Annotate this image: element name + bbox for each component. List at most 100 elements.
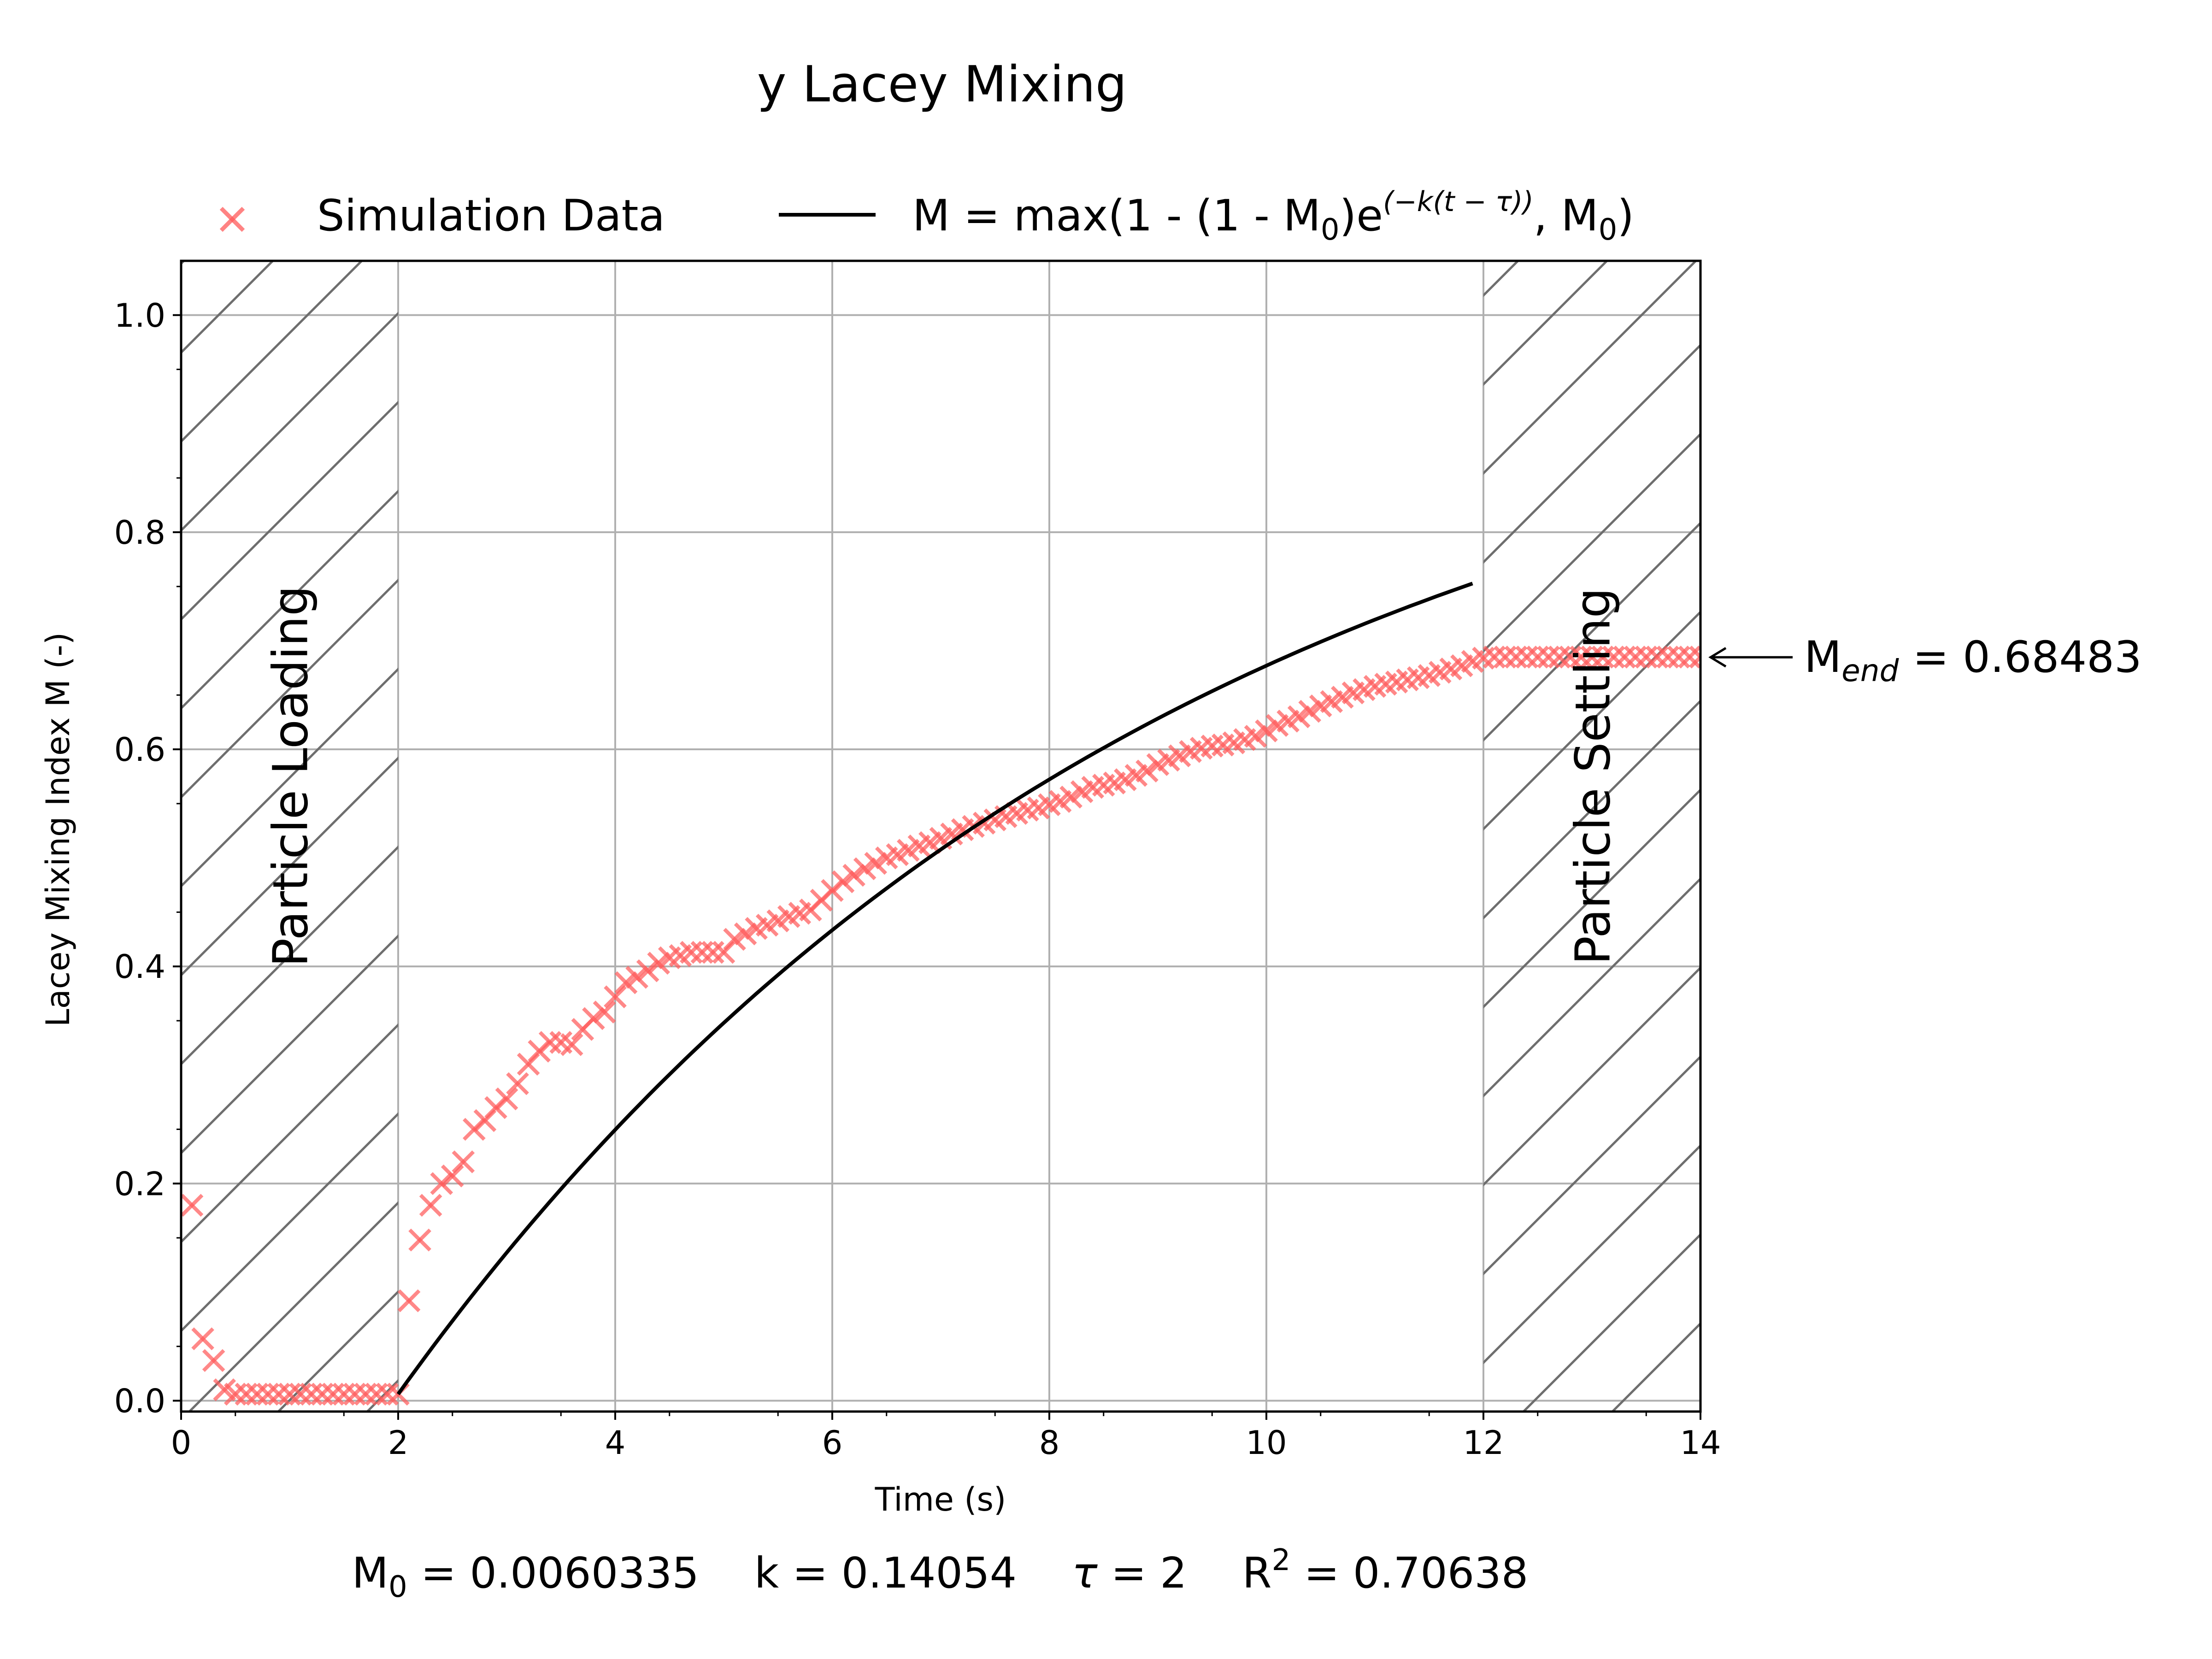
x-tick-label: 4 [605,1424,626,1462]
plot-frame [180,259,1702,1413]
end-value-label: Mend = 0.68483 [1804,632,2142,688]
region-label: Particle Settling [1565,588,1621,965]
hatched-region [181,261,398,1412]
region-labels: Particle Loading Particle Settling [263,586,1621,967]
x-tick-label: 2 [388,1424,409,1462]
data-point [1613,645,1636,669]
data-point [441,1164,464,1188]
data-point [191,1327,214,1350]
data-point [430,1172,453,1195]
data-point [495,1087,518,1111]
fit-curve-series [396,582,1473,1395]
data-point [614,971,638,994]
data-point [343,1382,366,1406]
data-point [332,1382,356,1406]
data-point [1287,705,1311,729]
y-tick-label: 0.0 [114,1382,165,1420]
x-tick-label: 0 [171,1424,192,1462]
data-point [408,1228,431,1252]
data-point [1255,719,1278,742]
data-point [1624,645,1647,669]
data-point [582,1007,605,1030]
y-tick-label: 0.6 [114,731,165,769]
data-point [842,864,865,887]
end-value-arrowhead [1708,647,1727,668]
data-point [365,1382,388,1406]
data-point [1580,645,1604,669]
legend-line-label: M = max(1 - (1 - M0)e(−k(t − τ)), M0) [912,186,1634,247]
fit-statistics: M0 = 0.0060335 k = 0.14054 τ = 2 R2 = 0.706… [352,1543,1529,1604]
data-point [680,941,703,964]
x-tick-label: 10 [1246,1424,1287,1462]
data-point [419,1194,442,1217]
y-axis-label: Lacey Mixing Index M (-) [39,632,77,1027]
legend-scatter-marker [219,206,245,232]
data-point [593,1000,616,1024]
legend-scatter-label: Simulation Data [317,191,665,241]
data-point [1678,645,1700,669]
data-point [1656,645,1680,669]
data-point [734,922,757,946]
data-point [1645,645,1669,669]
chart-title: y Lacey Mixing [757,56,1127,113]
data-point [625,965,648,989]
y-tick-label: 0.2 [114,1165,165,1203]
y-tick-label: 1.0 [114,297,165,335]
data-point [321,1382,345,1406]
data-point [1135,759,1159,782]
y-tick-label: 0.8 [114,514,165,552]
data-point [506,1072,529,1095]
data-point [1635,645,1658,669]
data-point [354,1382,377,1406]
shaded-regions [181,261,1700,1412]
data-point [376,1382,399,1406]
data-point [1559,645,1582,669]
data-point [256,1382,280,1406]
data-point [1515,645,1539,669]
data-point [604,985,627,1008]
y-tick-label: 0.4 [114,948,165,986]
data-point [864,852,888,875]
data-point [538,1031,562,1054]
data-point [267,1382,290,1406]
x-tick-label: 12 [1463,1424,1504,1462]
data-point [278,1382,301,1406]
fit-k: k = 0.14054 [754,1548,1017,1598]
data-point [1689,645,1700,669]
data-point [701,941,724,964]
data-point [1591,645,1614,669]
region-label: Particle Loading [263,586,319,967]
data-point [1244,724,1267,748]
data-point [853,857,877,880]
end-value-annotation: Mend = 0.68483 [1708,632,2142,688]
data-point [1548,645,1571,669]
data-point [300,1382,323,1406]
x-tick-label: 6 [822,1424,843,1462]
data-point [1570,645,1593,669]
fit-curve-line [396,582,1473,1395]
data-point [1483,645,1506,669]
data-point [1504,645,1528,669]
x-tick-label: 14 [1680,1424,1721,1462]
data-point [831,870,855,894]
data-point [560,1033,583,1056]
data-point [246,1382,269,1406]
data-point [181,1194,204,1217]
data-point [1059,785,1082,809]
data-point [1526,645,1549,669]
data-point [1667,645,1690,669]
data-point [289,1382,312,1406]
fit-tau: τ [1072,1548,1098,1598]
data-point [636,959,659,982]
data-point [723,928,746,951]
data-point [1537,645,1560,669]
data-point [647,952,671,975]
data-point [235,1382,258,1406]
data-point [1494,645,1517,669]
data-point [224,1382,247,1406]
data-point [452,1150,475,1174]
fit-m0: M [352,1548,388,1598]
data-point [202,1349,225,1372]
axis-ticks: 0 2 4 6 8 10 12 14 0.0 0.2 0.4 0.6 0.8 1.0 [114,297,1721,1462]
